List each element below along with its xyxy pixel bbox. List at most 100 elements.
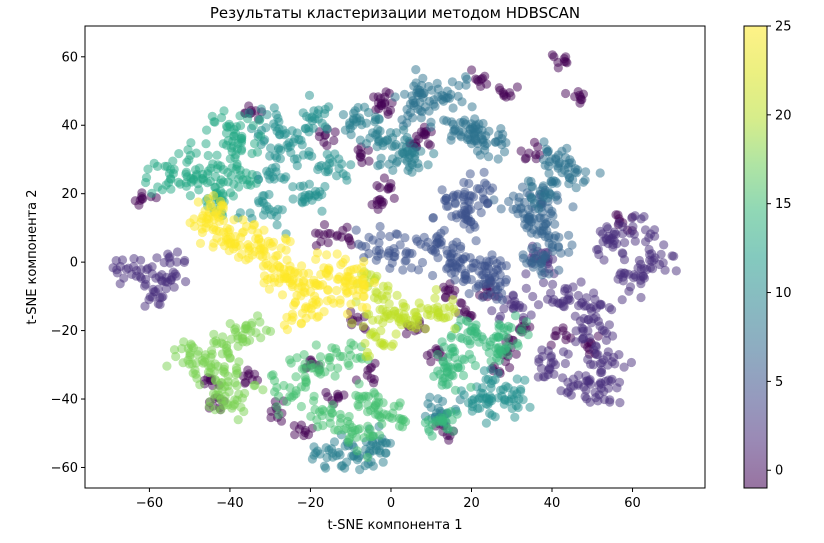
data-point [306,411,316,421]
data-point [285,236,295,247]
data-point [336,260,346,270]
data-point [452,213,462,223]
data-point [352,113,362,123]
data-point [623,269,634,279]
y-tick-label: 40 [61,119,78,134]
data-point [574,301,584,311]
data-point [518,250,528,260]
data-point [574,370,584,380]
data-point [469,192,479,202]
data-point [235,121,246,131]
data-point [521,317,532,327]
data-point [592,245,602,255]
data-point [219,400,229,411]
data-point [319,461,330,471]
data-point [262,110,272,120]
data-point [450,199,460,209]
data-point [189,214,199,224]
data-point [289,421,299,431]
data-point [543,365,554,375]
cluster-4 [351,167,511,305]
data-point [572,168,582,178]
data-point [561,88,571,99]
data-point [449,190,459,200]
data-point [484,275,495,285]
data-point [659,240,669,250]
data-point [262,274,273,285]
data-point [554,265,564,275]
data-point [472,328,482,338]
data-point [304,150,314,160]
data-point [375,160,385,170]
data-point [361,241,371,252]
data-point [225,239,236,249]
data-point [274,410,284,420]
data-point [216,175,226,185]
data-point [484,126,494,136]
data-point [465,169,475,179]
data-point [323,167,333,177]
colorbar-tick-label: 15 [775,197,792,212]
data-point [548,279,558,289]
data-point [171,351,181,362]
data-point [401,255,411,265]
data-point [169,345,180,355]
data-point [448,371,458,381]
data-point [395,240,405,250]
data-point [238,215,248,225]
data-point [516,203,526,213]
data-point [400,89,410,99]
data-point [442,116,452,126]
data-point [483,399,493,410]
data-point [373,98,383,108]
data-point [466,263,476,273]
data-point [411,323,421,333]
data-point [419,232,429,242]
data-point [523,176,534,186]
data-point [319,137,329,147]
data-point [255,250,265,260]
data-point [232,395,242,405]
data-point [499,147,510,157]
data-point [253,311,263,321]
data-point [577,95,587,105]
data-point [258,385,268,395]
data-point [328,400,338,410]
data-point [349,264,359,274]
x-tick-label: −60 [136,496,163,511]
data-point [470,134,481,144]
data-point [620,238,630,248]
data-point [397,115,407,125]
data-point [429,304,439,314]
data-point [370,409,380,419]
data-point [405,248,415,258]
data-point [351,390,361,400]
data-point [386,310,396,320]
data-point [364,156,374,166]
data-point [152,161,163,171]
data-point [496,204,506,214]
data-point [210,359,220,369]
data-point [269,174,279,184]
data-point [272,382,282,393]
data-point [498,129,508,139]
data-point [369,374,379,384]
data-point [453,91,463,101]
data-point [250,139,260,149]
data-point [264,284,274,294]
data-point [626,357,637,368]
data-point [615,398,625,408]
y-tick-label: −40 [51,393,78,408]
data-point [197,224,207,234]
data-point [639,263,649,273]
data-point [489,195,499,205]
data-point [307,454,317,464]
data-point [501,332,511,342]
data-point [345,120,355,130]
data-point [565,155,575,165]
data-point [239,406,249,417]
data-point [363,452,373,462]
data-point [439,225,449,235]
data-point [186,138,196,148]
data-point [309,396,319,406]
